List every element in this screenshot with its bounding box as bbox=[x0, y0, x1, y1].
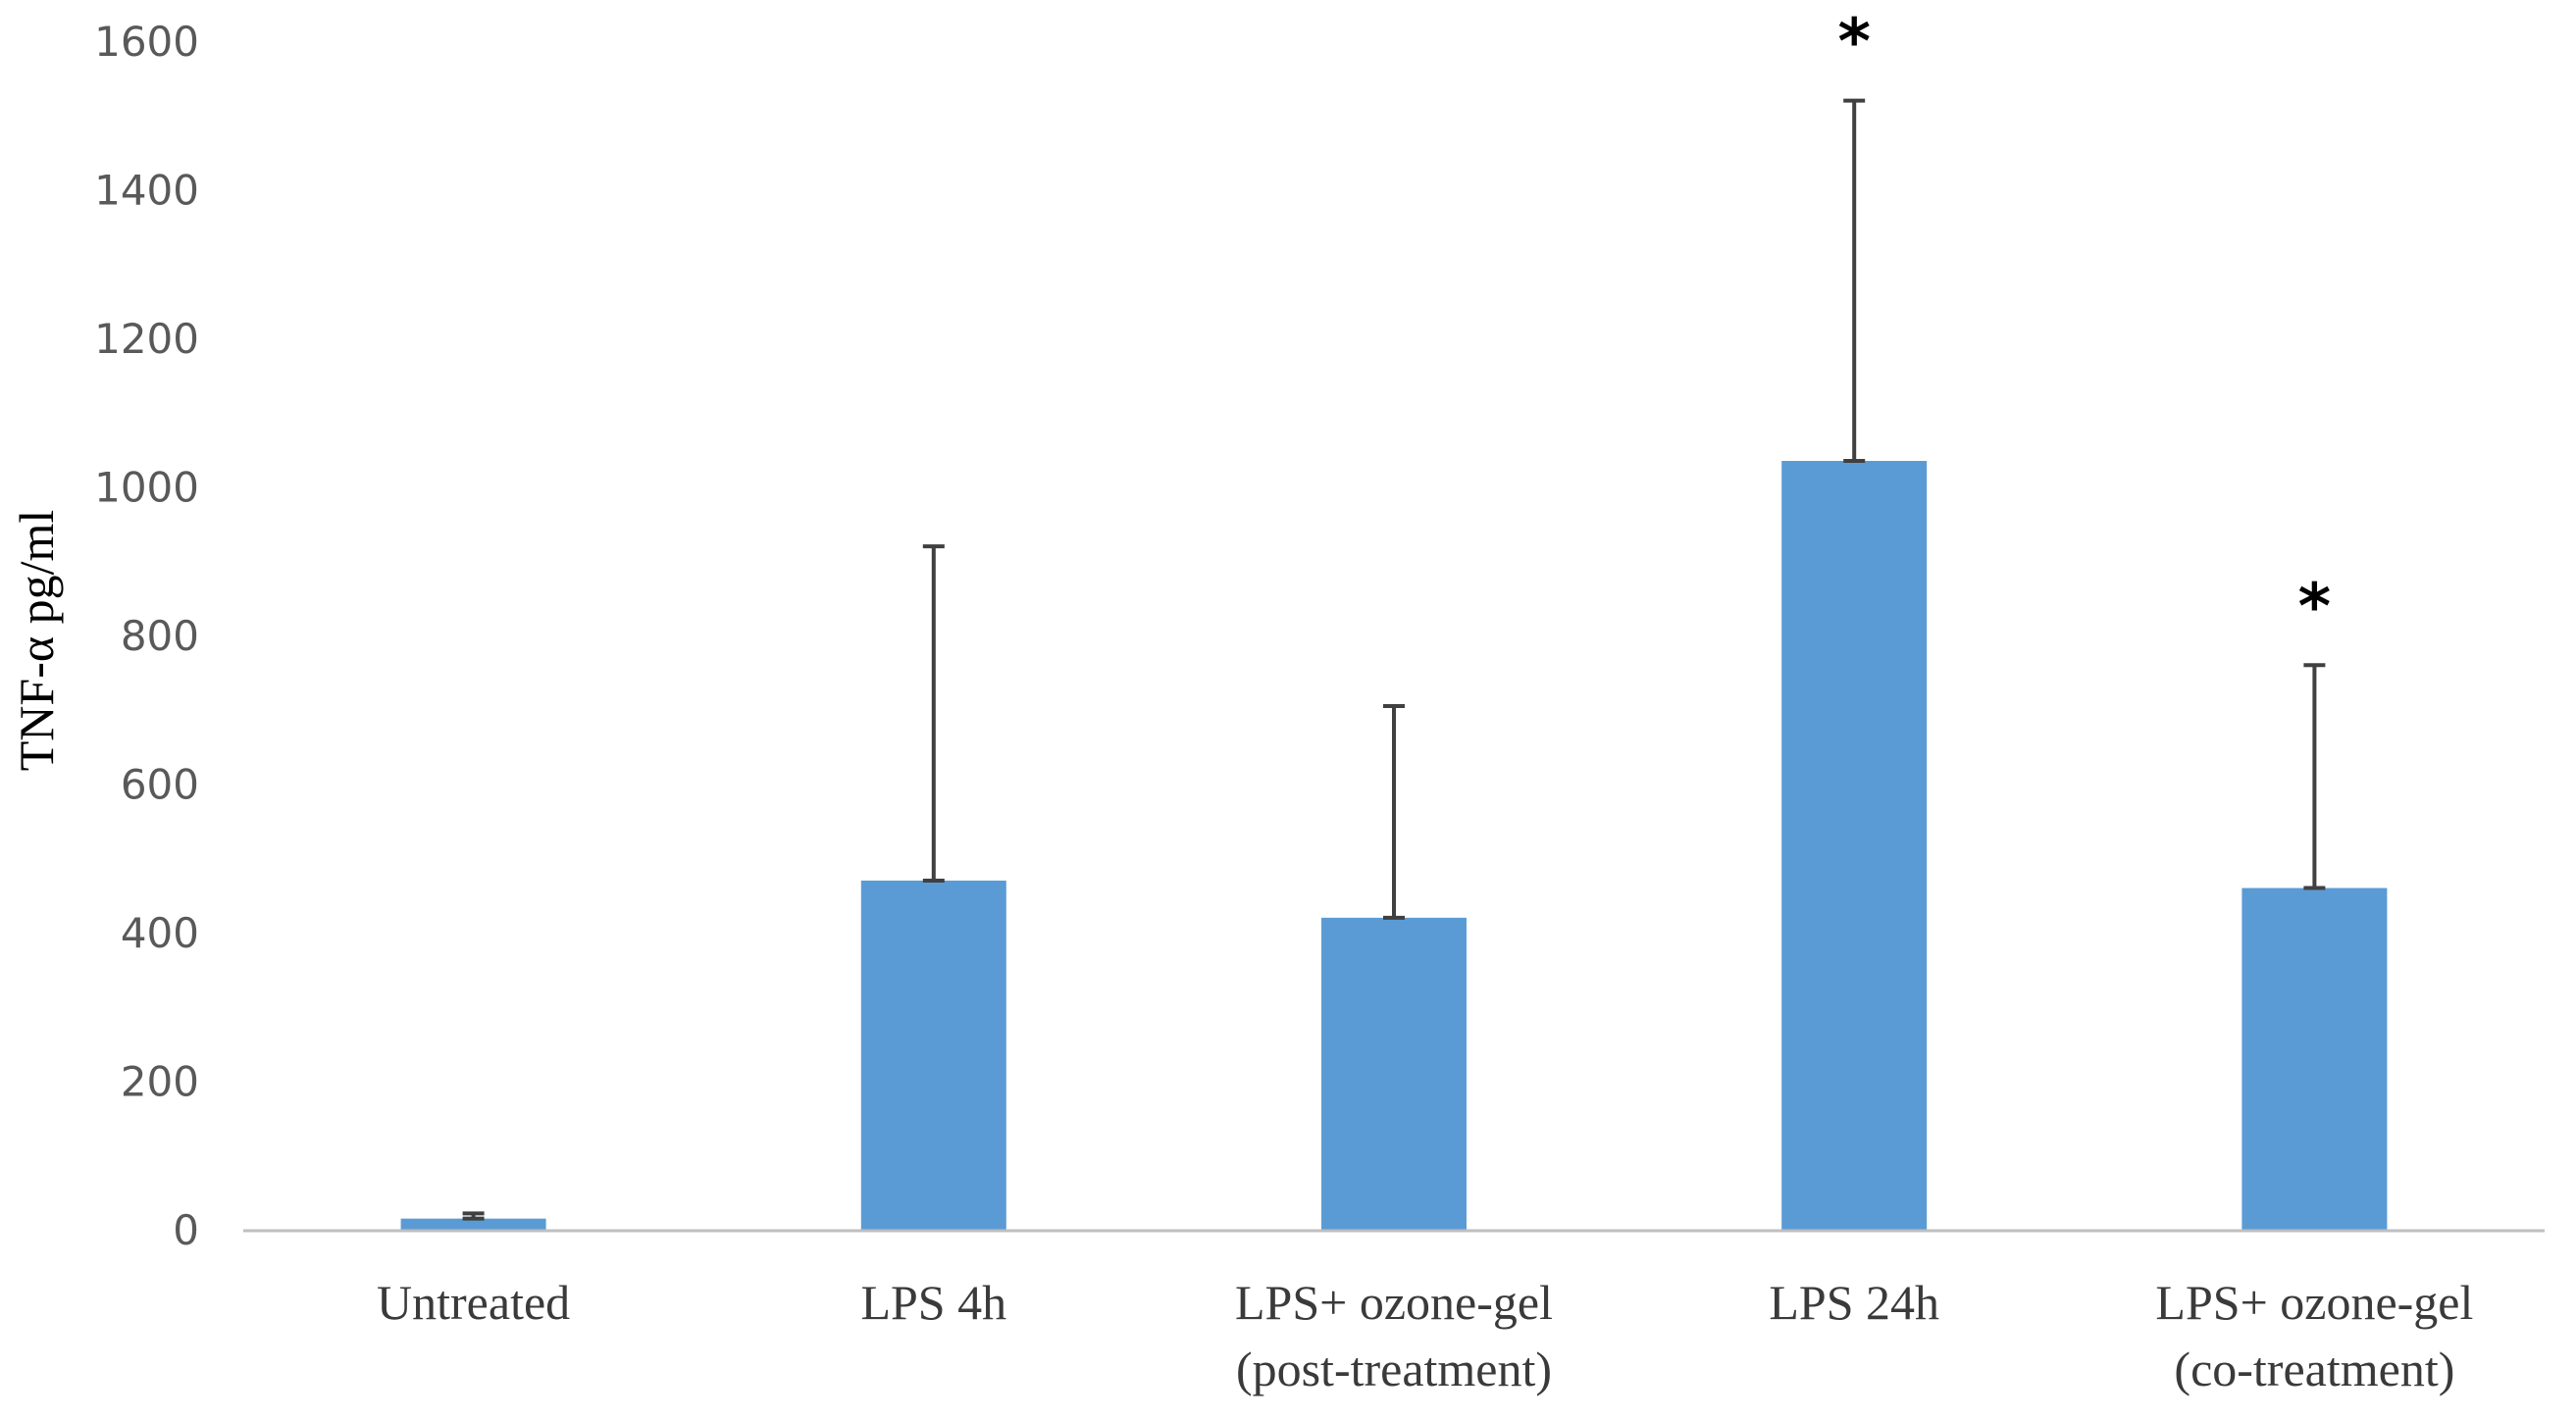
x-tick-label: LPS 4h bbox=[860, 1275, 1006, 1330]
x-tick-label: (co-treatment) bbox=[2174, 1342, 2454, 1396]
significance-marks: ** bbox=[1837, 7, 2331, 644]
bars bbox=[400, 460, 2388, 1230]
bar bbox=[1321, 917, 1467, 1230]
y-tick-label: 600 bbox=[121, 761, 199, 809]
error-bars bbox=[462, 98, 2326, 1221]
error-bar bbox=[1383, 703, 1405, 920]
significance-mark: * bbox=[2298, 571, 2331, 643]
y-tick-label: 200 bbox=[121, 1058, 199, 1106]
y-tick-label: 1400 bbox=[94, 167, 199, 215]
x-tick-label: LPS+ ozone-gel bbox=[1235, 1275, 1553, 1330]
error-bar bbox=[2303, 663, 2326, 890]
y-tick-label: 400 bbox=[121, 909, 199, 957]
error-bar bbox=[1843, 98, 1866, 463]
x-tick-label: (post-treatment) bbox=[1236, 1342, 1552, 1396]
y-axis-title-group: TNF-α pg/ml bbox=[9, 510, 64, 771]
x-tick-labels: Untreated LPS 4h LPS+ ozone-gel (post-treat… bbox=[377, 1275, 2473, 1396]
y-tick-label: 1200 bbox=[94, 315, 199, 363]
x-tick-label: LPS+ ozone-gel bbox=[2155, 1275, 2473, 1330]
x-tick-label: Untreated bbox=[377, 1275, 570, 1330]
y-tick-label: 800 bbox=[121, 612, 199, 660]
y-tick-labels: 0 200 400 600 800 1000 1200 1400 1600 bbox=[94, 18, 199, 1254]
error-bar bbox=[922, 544, 945, 883]
bar bbox=[400, 1218, 546, 1230]
bar bbox=[1781, 460, 1928, 1230]
error-bar bbox=[462, 1211, 485, 1221]
y-axis-title: TNF-α pg/ml bbox=[9, 510, 64, 771]
x-tick-label: LPS 24h bbox=[1769, 1275, 1939, 1330]
y-tick-label: 0 bbox=[173, 1206, 199, 1254]
y-tick-label: 1600 bbox=[94, 18, 199, 66]
significance-mark: * bbox=[1837, 7, 1870, 79]
bar bbox=[2241, 887, 2388, 1230]
y-tick-label: 1000 bbox=[94, 464, 199, 512]
bar bbox=[860, 880, 1006, 1230]
